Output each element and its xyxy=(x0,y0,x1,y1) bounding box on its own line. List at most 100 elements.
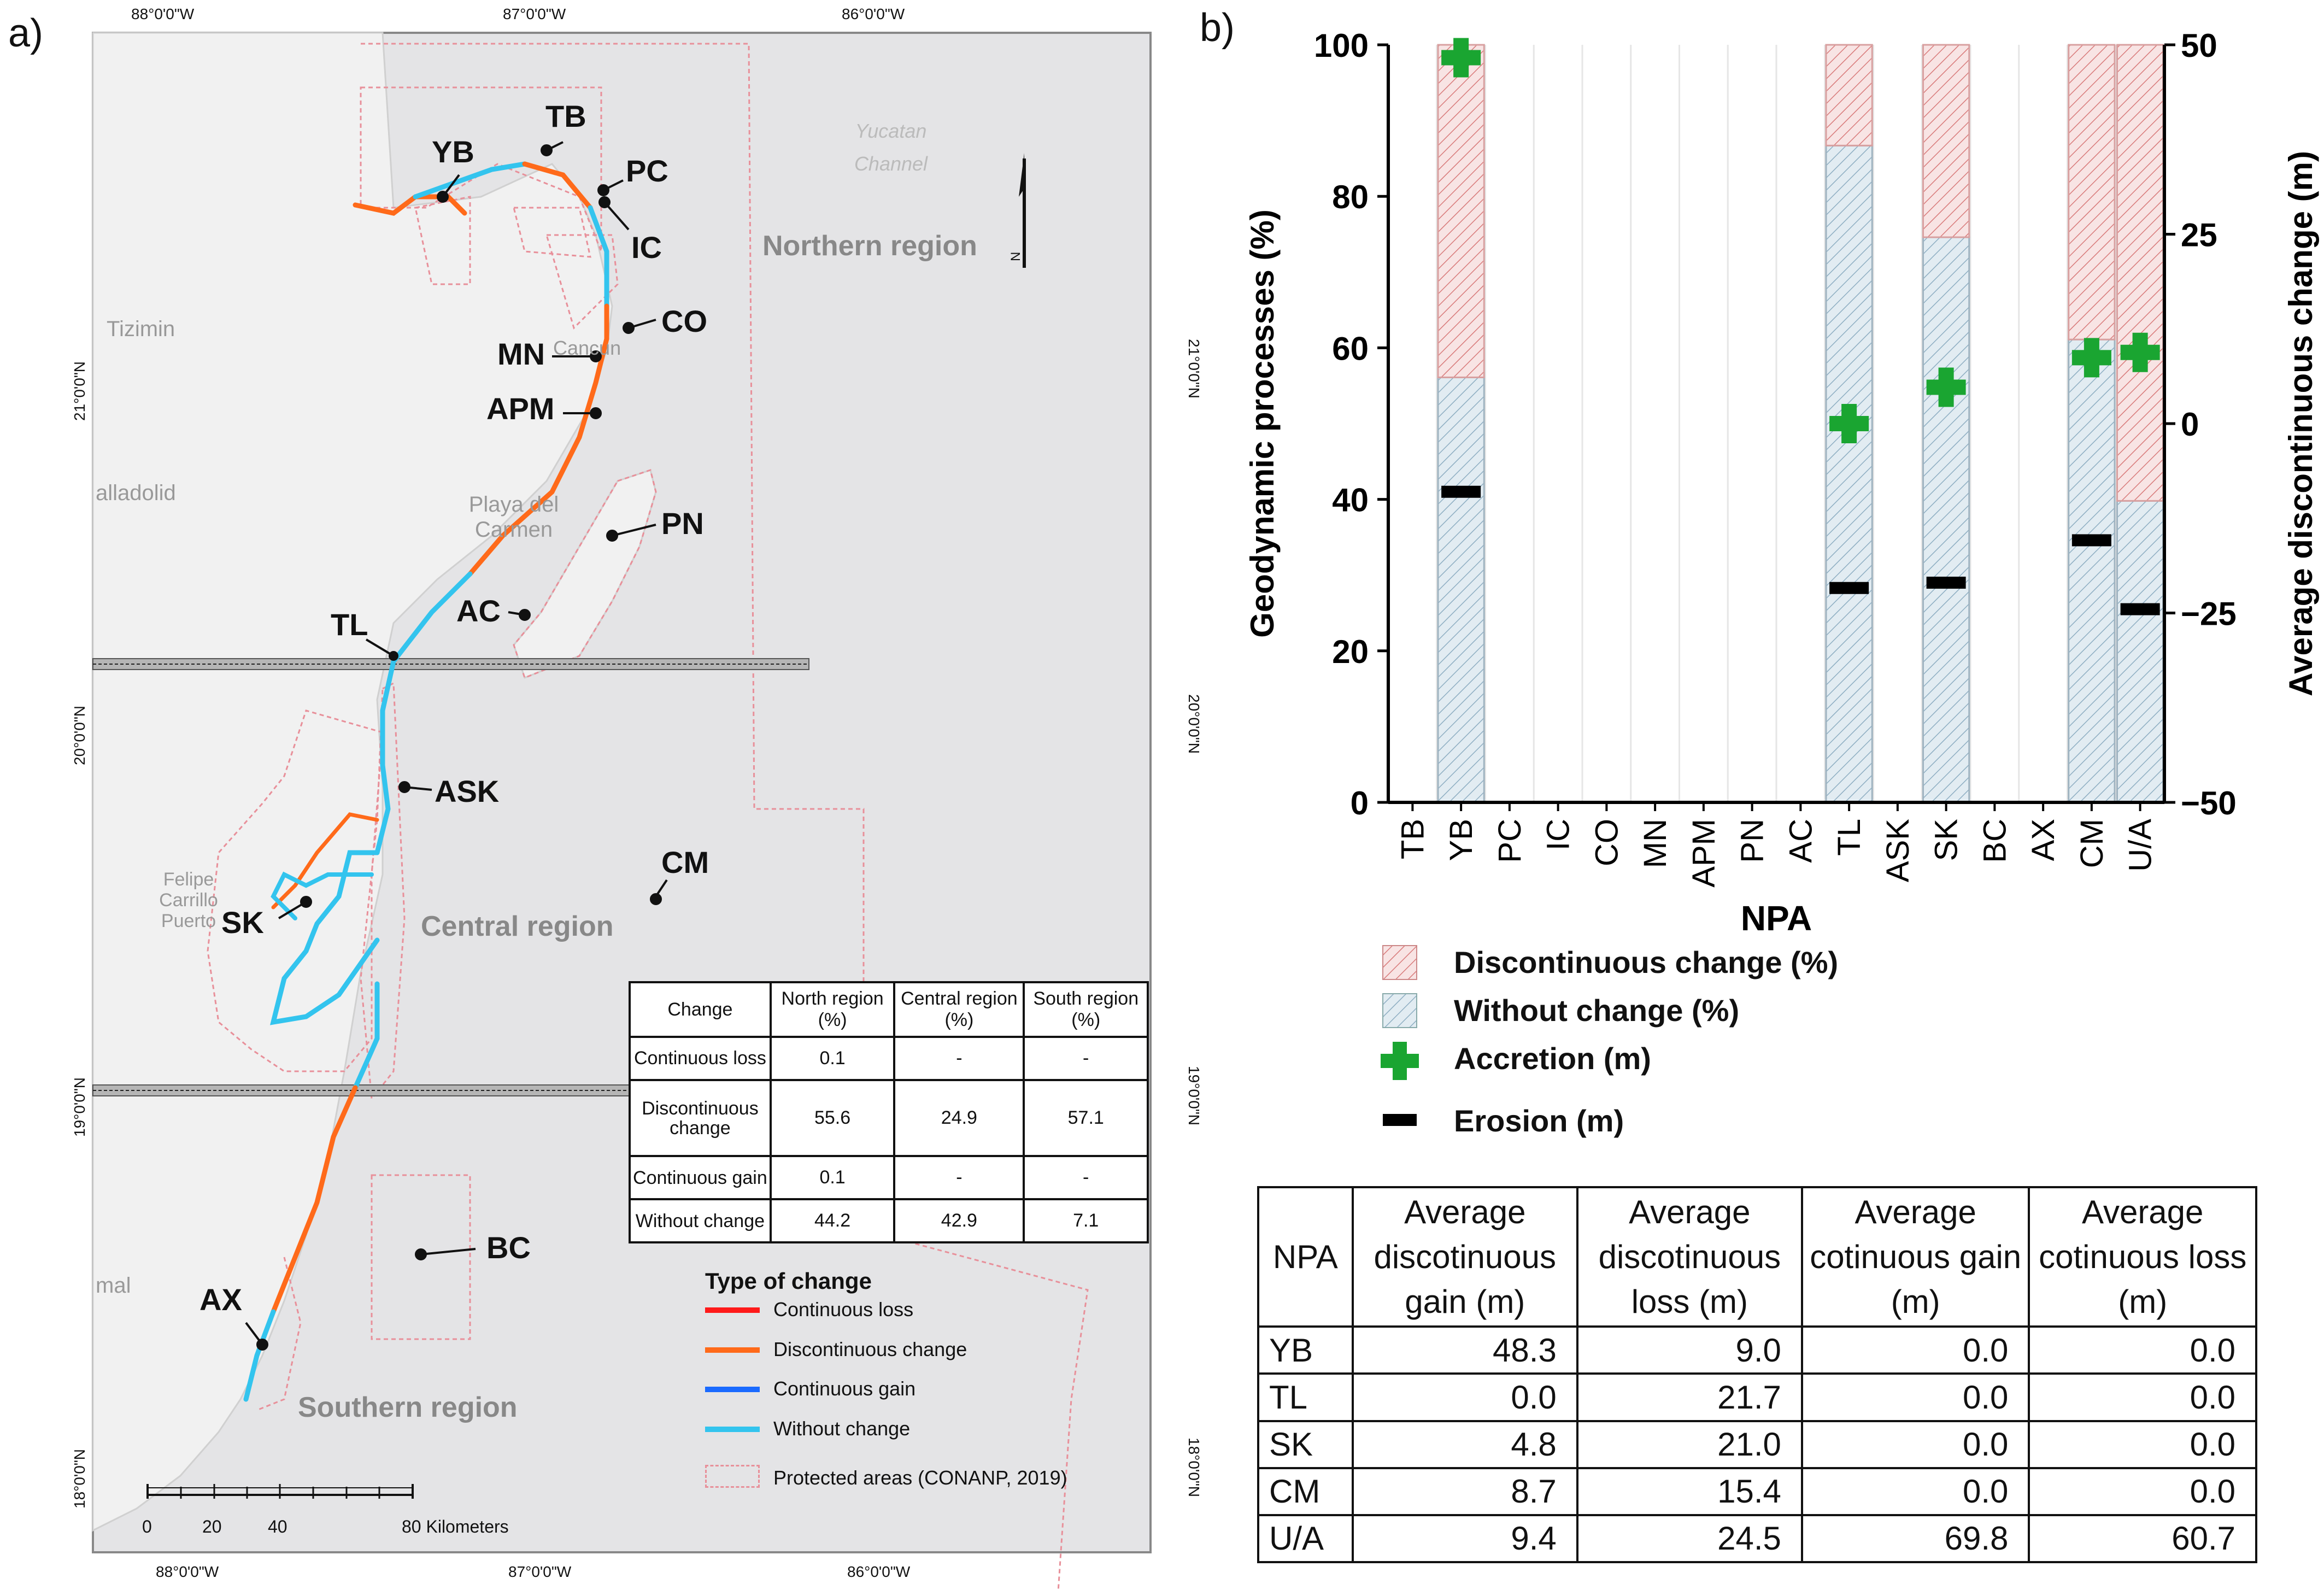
legend-swatch-discontinuous xyxy=(705,1347,760,1353)
summary-cell: 9.4 xyxy=(1351,1513,1578,1564)
x-axis-title: NPA xyxy=(1741,899,1812,938)
summary-row: U/A 9.4 24.5 69.8 60.7 xyxy=(1257,1513,2257,1564)
y2-axis-title: Average discontinuous change (m) xyxy=(2282,151,2319,696)
bar-discontinuous-change xyxy=(1437,44,1485,378)
place-felipe-carrillo-puerto: Felipe Carrillo Puerto xyxy=(159,869,218,931)
npa-label-co: CO xyxy=(661,304,707,338)
summary-npa: TL xyxy=(1257,1372,1354,1422)
y-tick-label: 60 xyxy=(1332,330,1369,367)
summary-cell: 60.7 xyxy=(2028,1513,2257,1564)
x-tick-label: TL xyxy=(1832,819,1867,856)
map-table-south: 7.1 xyxy=(1023,1198,1149,1243)
summary-row: YB 48.3 9.0 0.0 0.0 xyxy=(1257,1325,2257,1375)
legend-swatch-without-pct xyxy=(1382,993,1417,1028)
y-tick-label: 40 xyxy=(1332,482,1369,519)
legend-swatch-discontinuous-pct xyxy=(1382,945,1417,980)
chart-axes xyxy=(1377,43,2175,811)
npa-label-ax: AX xyxy=(199,1282,242,1317)
y-tick-label: 0 xyxy=(1351,785,1369,822)
npa-label-yb: YB xyxy=(432,134,474,169)
coastline xyxy=(243,161,609,1402)
panel-b-label: b) xyxy=(1200,6,1235,50)
map-table-south: - xyxy=(1023,1155,1149,1201)
legend-label-continuous-gain: Continuous gain xyxy=(773,1377,916,1400)
legend-swatch-without-change xyxy=(705,1427,760,1432)
map-table-change: Continuous loss xyxy=(629,1036,772,1081)
y-axis-title: Geodynamic processes (%) xyxy=(1244,209,1281,638)
legend-erosion-icon xyxy=(1383,1114,1417,1126)
x-tick-label: U/A xyxy=(2123,819,2158,872)
map-table-change: Continuous gain xyxy=(629,1155,772,1201)
map-table-row: Without change 44.2 42.9 7.1 xyxy=(629,1198,1149,1243)
summary-row: TL 0.0 21.7 0.0 0.0 xyxy=(1257,1372,2257,1422)
x-tick-label: IC xyxy=(1541,819,1576,850)
bottom-tick-0: 88°0'0"W xyxy=(156,1563,219,1580)
map-table-header: South region (%) xyxy=(1023,981,1149,1038)
accretion-marker xyxy=(1441,38,1481,78)
scale-0: 0 xyxy=(142,1517,152,1536)
npa-label-pn: PN xyxy=(661,506,704,541)
place-valladolid: alladolid xyxy=(96,481,176,505)
summary-row: CM 8.7 15.4 0.0 0.0 xyxy=(1257,1466,2257,1516)
summary-cell: 24.5 xyxy=(1576,1513,1803,1564)
scale-80: 80 Kilometers xyxy=(402,1517,509,1536)
map-table-south: - xyxy=(1023,1036,1149,1081)
legend-label-without-change: Without change xyxy=(773,1417,911,1440)
place-tizimin: Tizimin xyxy=(107,317,175,341)
top-tick-0: 88°0'0"W xyxy=(131,5,195,22)
map-table-central: - xyxy=(893,1036,1025,1081)
npa-label-sk: SK xyxy=(221,905,264,940)
summary-header: NPA xyxy=(1257,1186,1354,1328)
summary-cell: 0.0 xyxy=(1351,1372,1578,1422)
x-tick-label: PC xyxy=(1492,819,1528,863)
npa-summary-table: NPA Average discotinuous gain (m) Averag… xyxy=(1257,1186,2257,1564)
region-southern: Southern region xyxy=(298,1392,518,1423)
scale-20: 20 xyxy=(202,1517,222,1536)
accretion-marker xyxy=(2071,338,2111,378)
summary-npa: SK xyxy=(1257,1419,1354,1469)
map-table-north: 44.2 xyxy=(769,1198,896,1243)
legend-label-protected: Protected areas (CONANP, 2019) xyxy=(773,1466,1067,1489)
summary-cell: 0.0 xyxy=(1800,1419,2030,1469)
x-tick-label: YB xyxy=(1443,819,1479,861)
map-legend-title: Type of change xyxy=(705,1268,872,1294)
summary-cell: 15.4 xyxy=(1576,1466,1803,1516)
x-tick-label: CM xyxy=(2074,819,2110,868)
bar-discontinuous-change xyxy=(2068,44,2116,341)
place-yucatan-channel: Yucatan Channel xyxy=(854,120,928,175)
npa-label-tb: TB xyxy=(545,99,586,133)
x-tick-label: AC xyxy=(1783,819,1818,863)
place-cancun: Cancun xyxy=(553,337,621,359)
top-tick-2: 86°0'0"W xyxy=(842,5,905,22)
region-northern: Northern region xyxy=(762,230,977,262)
map-table-change: Without change xyxy=(629,1198,772,1243)
summary-npa: CM xyxy=(1257,1466,1354,1516)
legend-without-pct: Without change (%) xyxy=(1454,993,1739,1028)
npa-label-mn: MN xyxy=(497,337,545,371)
map-table-north: 0.1 xyxy=(769,1036,896,1081)
erosion-marker xyxy=(1829,582,1869,594)
bar-discontinuous-change xyxy=(1922,44,1970,238)
bar-without-change xyxy=(2116,500,2164,803)
summary-cell: 9.0 xyxy=(1576,1325,1803,1375)
summary-cell: 48.3 xyxy=(1351,1325,1578,1375)
summary-cell: 21.7 xyxy=(1576,1372,1803,1422)
summary-header: Average discotinuous loss (m) xyxy=(1576,1186,1803,1328)
map-table-header: North region (%) xyxy=(769,981,896,1038)
npa-label-ic: IC xyxy=(631,230,662,265)
y2-tick-label: 50 xyxy=(2181,27,2217,64)
erosion-marker xyxy=(1441,485,1481,498)
x-tick-label: SK xyxy=(1929,819,1964,861)
place-chetumal: mal xyxy=(96,1274,131,1298)
y2-tick-label: −50 xyxy=(2181,785,2237,822)
map-table-central: 24.9 xyxy=(893,1078,1025,1158)
map-region-table: Change North region (%) Central region (… xyxy=(629,981,1149,1243)
y2-tick-label: 0 xyxy=(2181,406,2199,443)
summary-header: Average cotinuous loss (m) xyxy=(2028,1186,2257,1328)
legend-label: Without change (%) xyxy=(1454,993,1740,1028)
chart-grid xyxy=(1436,45,2117,802)
bar-discontinuous-change xyxy=(1825,44,1873,146)
legend-label-continuous-loss: Continuous loss xyxy=(773,1298,914,1321)
summary-cell: 21.0 xyxy=(1576,1419,1803,1469)
